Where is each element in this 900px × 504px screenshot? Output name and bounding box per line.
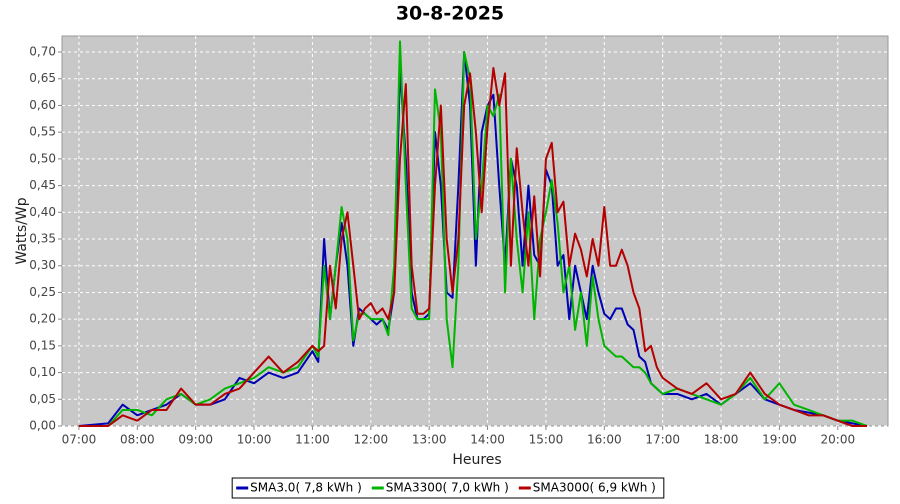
y-axis-title: Watts/Wp — [14, 197, 30, 264]
y-tick-label: 0,35 — [29, 232, 56, 246]
y-tick-label: 0,45 — [29, 178, 56, 192]
y-tick-label: 0,15 — [29, 338, 56, 352]
x-tick-label: 19:00 — [762, 433, 797, 447]
x-tick-label: 18:00 — [704, 433, 739, 447]
x-tick-label: 15:00 — [529, 433, 564, 447]
legend-label: SMA3300( 7,0 kWh ) — [386, 481, 509, 495]
x-tick-label: 20:00 — [821, 433, 856, 447]
x-tick-label: 17:00 — [645, 433, 680, 447]
chart-title: 30-8-2025 — [396, 3, 504, 25]
y-tick-label: 0,10 — [29, 365, 56, 379]
y-tick-label: 0,55 — [29, 125, 56, 139]
x-tick-label: 07:00 — [62, 433, 97, 447]
x-tick-label: 13:00 — [412, 433, 447, 447]
y-tick-label: 0,60 — [29, 98, 56, 112]
y-tick-label: 0,05 — [29, 392, 56, 406]
x-tick-label: 10:00 — [237, 433, 272, 447]
x-axis-title: Heures — [452, 452, 501, 468]
series-line — [78, 67, 867, 427]
y-tick-label: 0,20 — [29, 312, 56, 326]
x-tick-label: 16:00 — [587, 433, 622, 447]
legend-label: SMA3000( 6,9 kWh ) — [533, 481, 656, 495]
y-tick-label: 0,00 — [29, 419, 56, 433]
y-tick-label: 0,65 — [29, 71, 56, 85]
y-tick-label: 0,50 — [29, 151, 56, 165]
x-tick-label: 08:00 — [120, 433, 155, 447]
y-tick-label: 0,40 — [29, 205, 56, 219]
legend: SMA3.0( 7,8 kWh ) SMA3300( 7,0 kWh ) SMA30… — [231, 477, 665, 499]
y-tick-label: 0,70 — [29, 45, 56, 59]
x-tick-label: 14:00 — [470, 433, 505, 447]
y-tick-label: 0,30 — [29, 258, 56, 272]
legend-label: SMA3.0( 7,8 kWh ) — [250, 481, 362, 495]
x-tick-label: 12:00 — [354, 433, 389, 447]
x-tick-label: 11:00 — [295, 433, 330, 447]
y-tick-label: 0,25 — [29, 285, 56, 299]
legend-box — [231, 477, 665, 499]
x-tick-label: 09:00 — [178, 433, 213, 447]
